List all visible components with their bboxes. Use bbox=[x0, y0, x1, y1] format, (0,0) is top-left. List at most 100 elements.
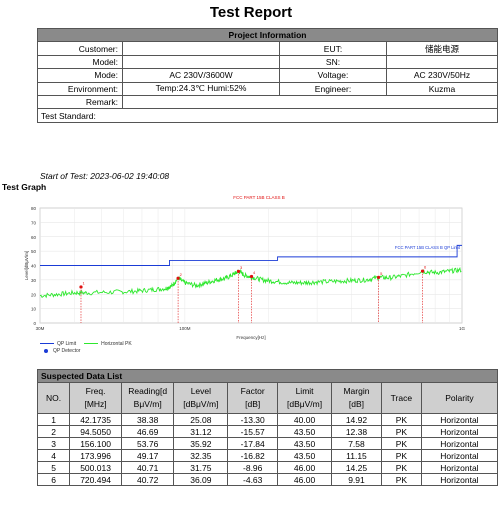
table-cell: -8.96 bbox=[227, 461, 279, 474]
info-label: Environment: bbox=[37, 81, 123, 96]
table-cell: 173.996 bbox=[69, 449, 123, 462]
table-cell: Horizontal bbox=[420, 473, 499, 486]
table-cell: -13.30 bbox=[227, 413, 279, 426]
table-cell: 156.100 bbox=[69, 437, 123, 450]
table-cell: 2 bbox=[36, 425, 71, 438]
table-cell: Horizontal bbox=[420, 425, 499, 438]
column-header: Trace bbox=[380, 382, 422, 414]
column-header: Level [dBμV/m] bbox=[173, 382, 229, 414]
qp-detector-point bbox=[79, 285, 83, 289]
info-value bbox=[386, 54, 498, 70]
table-cell: Horizontal bbox=[420, 437, 499, 450]
info-label: EUT: bbox=[279, 41, 387, 56]
table-cell: 43.50 bbox=[277, 425, 333, 438]
start-of-test: Start of Test: 2023-06-02 19:40:08 bbox=[40, 171, 170, 181]
marker-label: 2 bbox=[180, 272, 183, 277]
column-header: Freq. [MHz] bbox=[69, 382, 123, 414]
remark-value bbox=[122, 94, 498, 110]
remark-label: Remark: bbox=[37, 94, 123, 110]
table-cell: 46.00 bbox=[277, 461, 333, 474]
table-cell: 6 bbox=[36, 473, 71, 486]
test-standard-label: Test Standard: bbox=[37, 108, 498, 123]
table-row: 1 42.1735 38.38 25.08 -13.30 40.00 14.92 PK Hori… bbox=[36, 413, 499, 426]
column-header: Limit [dBμV/m] bbox=[277, 382, 333, 414]
table-cell: Horizontal bbox=[420, 449, 499, 462]
marker-label: 4 bbox=[253, 270, 256, 275]
qp-detector-point bbox=[176, 276, 180, 280]
table-cell: 14.25 bbox=[331, 461, 382, 474]
table-cell: 14.92 bbox=[331, 413, 382, 426]
horizontal-pk-trace bbox=[39, 266, 462, 299]
table-cell: 53.76 bbox=[121, 437, 175, 450]
y-axis-label: Level[dBμV/m] bbox=[24, 251, 29, 280]
table-cell: PK bbox=[380, 413, 422, 426]
table-cell: 500.013 bbox=[69, 461, 123, 474]
column-header: Factor [dB] bbox=[227, 382, 279, 414]
qp-detector-point bbox=[236, 269, 241, 273]
table-cell: 31.75 bbox=[173, 461, 229, 474]
info-row: Mode: AC 230V/3600W Voltage: AC 230V/50H… bbox=[37, 68, 498, 83]
column-header: Reading[d BμV/m] bbox=[121, 382, 175, 414]
limit-label: FCC PART 15B CLASS B QP Limit bbox=[395, 245, 461, 250]
info-label: Engineer: bbox=[279, 81, 387, 96]
y-tick-label: 70 bbox=[31, 220, 37, 225]
chart-legend: QP Limit Horizontal PK QP Detector bbox=[40, 340, 132, 354]
x-tick-label: 100M bbox=[179, 326, 191, 331]
info-row: Customer: EUT: 储能电源 bbox=[37, 41, 498, 56]
y-tick-label: 20 bbox=[31, 292, 37, 297]
suspected-header: Suspected Data List bbox=[37, 369, 498, 383]
report-title: Test Report bbox=[209, 4, 293, 21]
table-cell: 32.35 bbox=[173, 449, 229, 462]
table-cell: 43.50 bbox=[277, 437, 333, 450]
table-cell: 36.09 bbox=[173, 473, 229, 486]
suspected-data-table: Suspected Data List NO. Freq. [MHz] Readin… bbox=[36, 369, 499, 486]
table-cell: 35.92 bbox=[173, 437, 229, 450]
table-row: 2 94.5050 46.69 31.12 -15.57 43.50 12.38 PK Hori… bbox=[36, 425, 499, 438]
info-row: Environment: Temp:24.3℃ Humi:52% Enginee… bbox=[37, 81, 498, 96]
table-cell: Horizontal bbox=[420, 461, 499, 474]
table-cell: PK bbox=[380, 449, 422, 462]
table-cell: 38.38 bbox=[121, 413, 175, 426]
legend-trace-label: Horizontal PK bbox=[101, 340, 132, 347]
y-tick-label: 50 bbox=[31, 249, 37, 254]
table-cell: 43.50 bbox=[277, 449, 333, 462]
table-cell: 4 bbox=[36, 449, 71, 462]
project-info-table: Project Information Customer: EUT: 储能电源 … bbox=[37, 27, 498, 123]
table-cell: 25.08 bbox=[173, 413, 229, 426]
y-tick-label: 10 bbox=[31, 307, 37, 312]
info-row: Model: SN: bbox=[37, 54, 498, 70]
table-cell: 40.00 bbox=[277, 413, 333, 426]
table-cell: 12.38 bbox=[331, 425, 382, 438]
column-header: Polarity bbox=[420, 382, 499, 414]
table-cell: 49.17 bbox=[121, 449, 175, 462]
table-cell: -17.84 bbox=[227, 437, 279, 450]
info-value: AC 230V/3600W bbox=[122, 68, 280, 83]
legend-trace-swatch bbox=[84, 343, 99, 344]
table-cell: PK bbox=[380, 461, 422, 474]
marker-label: 3 bbox=[240, 265, 243, 270]
y-tick-label: 0 bbox=[33, 321, 36, 326]
table-cell: -15.57 bbox=[227, 425, 279, 438]
marker-label: 6 bbox=[424, 265, 427, 270]
info-value: AC 230V/50Hz bbox=[386, 68, 498, 83]
column-header: NO. bbox=[36, 382, 71, 414]
marker-label: 1 bbox=[82, 280, 85, 285]
table-row: 4 173.996 49.17 32.35 -16.82 43.50 11.15 PK Hori… bbox=[36, 449, 499, 462]
table-cell: 42.1735 bbox=[69, 413, 123, 426]
project-info-header: Project Information bbox=[37, 27, 498, 43]
table-cell: PK bbox=[380, 473, 422, 486]
info-label: Mode: bbox=[37, 68, 123, 83]
y-tick-label: 30 bbox=[31, 278, 37, 283]
graph-title: Test Graph bbox=[2, 182, 47, 192]
y-tick-label: 80 bbox=[31, 206, 37, 211]
suspected-column-headers: NO. Freq. [MHz] Reading[d BμV/m] Level [dBμ… bbox=[36, 382, 499, 414]
table-row: 3 156.100 53.76 35.92 -17.84 43.50 7.58 PK Horiz… bbox=[36, 437, 499, 450]
qp-detector-point bbox=[420, 269, 425, 273]
info-label: SN: bbox=[279, 54, 387, 70]
table-cell: Horizontal bbox=[420, 413, 499, 426]
x-axis-label: Frequency[Hz] bbox=[236, 335, 265, 340]
table-cell: 7.58 bbox=[331, 437, 382, 450]
column-header: Margin [dB] bbox=[331, 382, 382, 414]
table-cell: 94.5050 bbox=[69, 425, 123, 438]
table-cell: 40.71 bbox=[121, 461, 175, 474]
